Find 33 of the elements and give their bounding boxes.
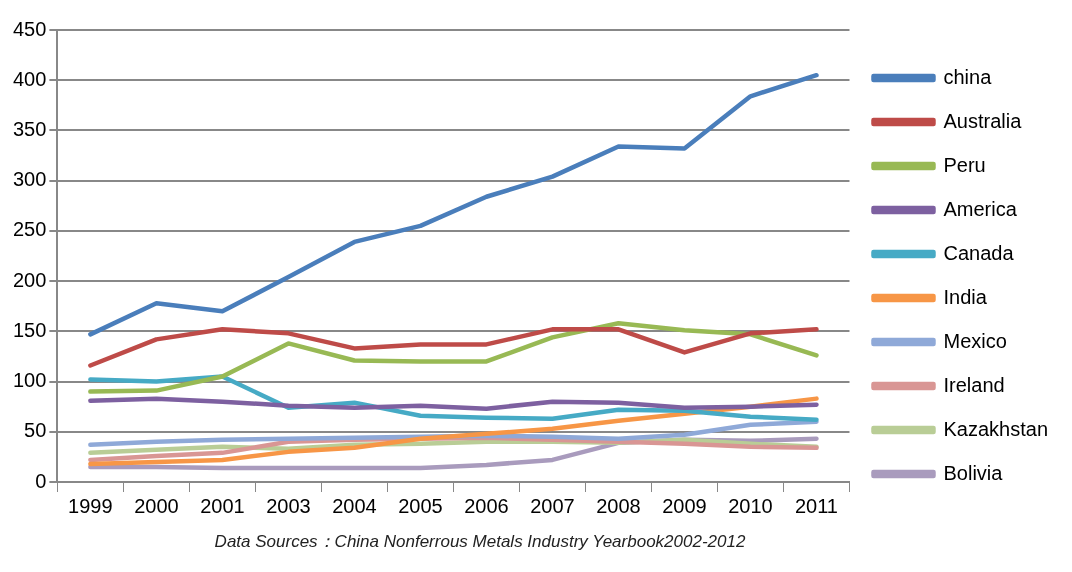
legend-label: Peru (943, 153, 986, 176)
x-tick-label: 2003 (266, 494, 311, 517)
y-tick-label: 50 (24, 419, 47, 442)
x-tick-label: 2005 (398, 494, 443, 517)
y-tick-label: 400 (12, 67, 47, 90)
x-tick-label: 2001 (200, 494, 245, 517)
x-tick-label: 2000 (134, 494, 179, 517)
y-tick-label: 250 (12, 218, 47, 241)
text: Data Sources：China Nonferrous Metals Industry Yearbook2002-2012 (213, 531, 747, 553)
y-tick-label: 200 (12, 268, 47, 291)
y-tick-label: 450 (12, 17, 47, 40)
legend-label: Bolivia (943, 461, 1004, 484)
x-tick-label: 2004 (332, 494, 377, 517)
x-tick-label: 2006 (464, 494, 509, 517)
legend-label: china (943, 65, 993, 88)
x-tick-label: 2009 (662, 494, 707, 517)
legend-label: Ireland (943, 373, 1005, 396)
legend-label: Kazakhstan (943, 417, 1048, 440)
legend-label: India (943, 285, 988, 308)
x-tick-label: 2007 (530, 494, 575, 517)
y-tick-label: 350 (12, 117, 47, 140)
legend-label: America (943, 197, 1018, 220)
x-tick-label: 2010 (728, 494, 773, 517)
legend-label: Australia (943, 109, 1023, 132)
legend-label: Canada (943, 241, 1015, 264)
x-tick-label: 1999 (68, 494, 113, 517)
y-tick-label: 100 (12, 369, 47, 392)
x-tick-label: 2011 (794, 494, 838, 517)
y-tick-label: 150 (12, 318, 47, 341)
legend-label: Mexico (943, 329, 1007, 352)
y-tick-label: 0 (35, 469, 47, 492)
y-tick-label: 300 (12, 168, 47, 191)
x-tick-label: 2008 (596, 494, 641, 517)
